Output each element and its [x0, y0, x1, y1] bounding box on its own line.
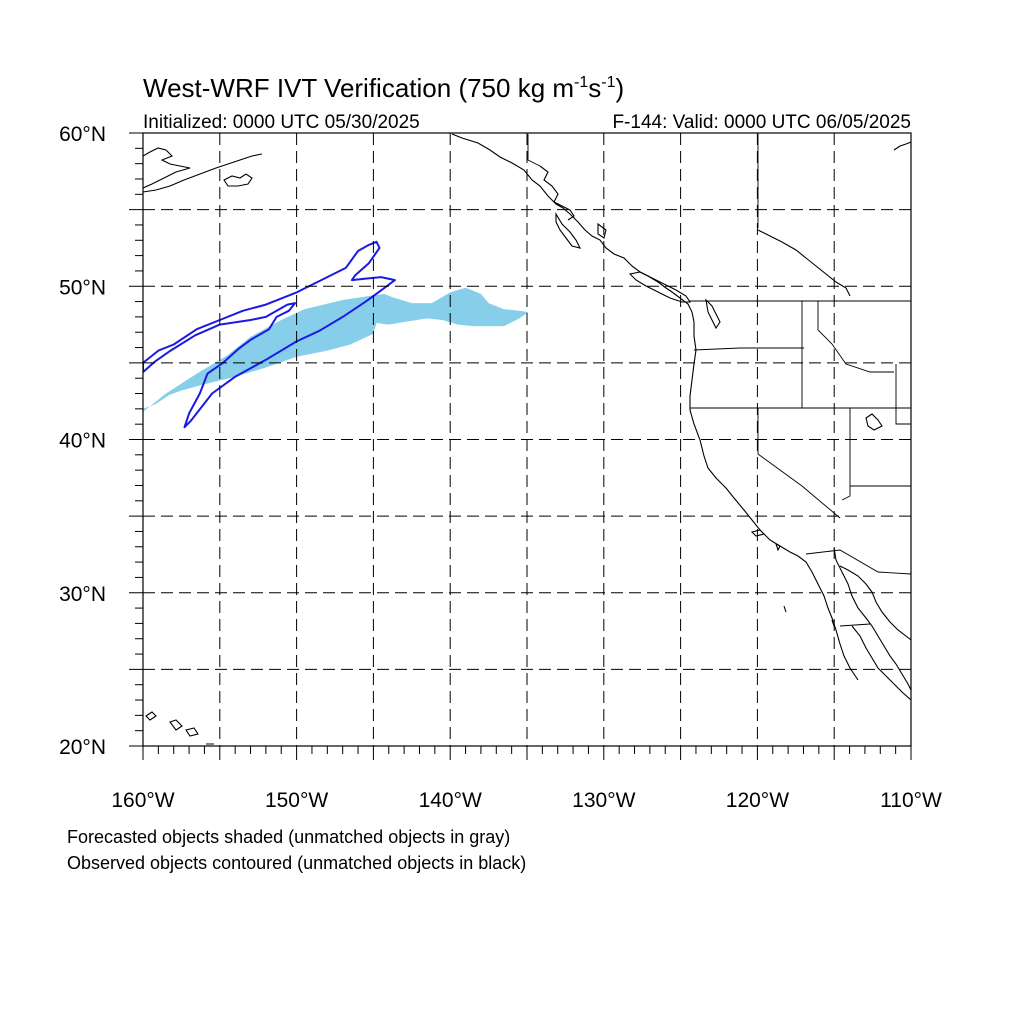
alaska-coastline [143, 147, 191, 189]
longitude-tick-label: 110°W [880, 789, 942, 812]
baja-gulf-coastline [833, 547, 911, 691]
northeast-coast-fragment [893, 141, 911, 151]
latitude-tick-label: 60°N [59, 123, 106, 146]
ca-nv-border [757, 408, 841, 519]
longitude-tick-label: 130°W [572, 789, 635, 812]
latitude-tick-label: 30°N [59, 583, 106, 606]
wa-or-border [693, 347, 804, 351]
observed-legend-note: Observed objects contoured (unmatched ob… [67, 853, 526, 873]
political-borders [527, 134, 911, 627]
puget-sound [705, 298, 721, 330]
forecast-object-1 [143, 287, 529, 412]
us-mexico-border [805, 549, 911, 575]
graticule-grid [143, 133, 911, 746]
longitude-tick-label: 150°W [265, 789, 328, 812]
west-coast-coastline [451, 133, 859, 681]
mexico-state-border [839, 623, 871, 627]
channel-islands [750, 529, 835, 627]
kodiak-island [223, 173, 253, 187]
mainland-mexico-coastline [839, 565, 911, 641]
hawaii-islands [145, 711, 214, 745]
initialized-label: Initialized: 0000 UTC 05/30/2025 [143, 112, 420, 133]
map-title: West-WRF IVT Verification (750 kg m-1s-1… [143, 73, 624, 103]
longitude-tick-label: 140°W [419, 789, 482, 812]
great-salt-lake [865, 413, 883, 431]
nv-ut-border [841, 408, 851, 501]
forecast-objects-layer [143, 287, 529, 412]
latitude-labels: 60°N 50°N 40°N 30°N 20°N [59, 123, 106, 759]
longitude-tick-label: 160°W [111, 789, 174, 812]
axis-ticks [129, 132, 912, 760]
longitude-tick-label: 120°W [726, 789, 789, 812]
latitude-tick-label: 50°N [59, 276, 106, 299]
canadian-lakes [757, 229, 851, 297]
valid-time-label: F-144: Valid: 0000 UTC 06/05/2025 [612, 112, 911, 133]
longitude-labels: 160°W 150°W 140°W 130°W 120°W 110°W [111, 789, 942, 812]
forecast-legend-note: Forecasted objects shaded (unmatched obj… [67, 827, 510, 847]
wyoming-border [895, 364, 911, 425]
latitude-tick-label: 40°N [59, 430, 106, 453]
alaska-peninsula [143, 153, 263, 193]
idaho-montana-border [817, 301, 894, 373]
latitude-tick-label: 20°N [59, 736, 106, 759]
alaska-canada-border [527, 134, 541, 167]
vancouver-island [628, 271, 692, 303]
mexico-west-coast [851, 625, 911, 701]
